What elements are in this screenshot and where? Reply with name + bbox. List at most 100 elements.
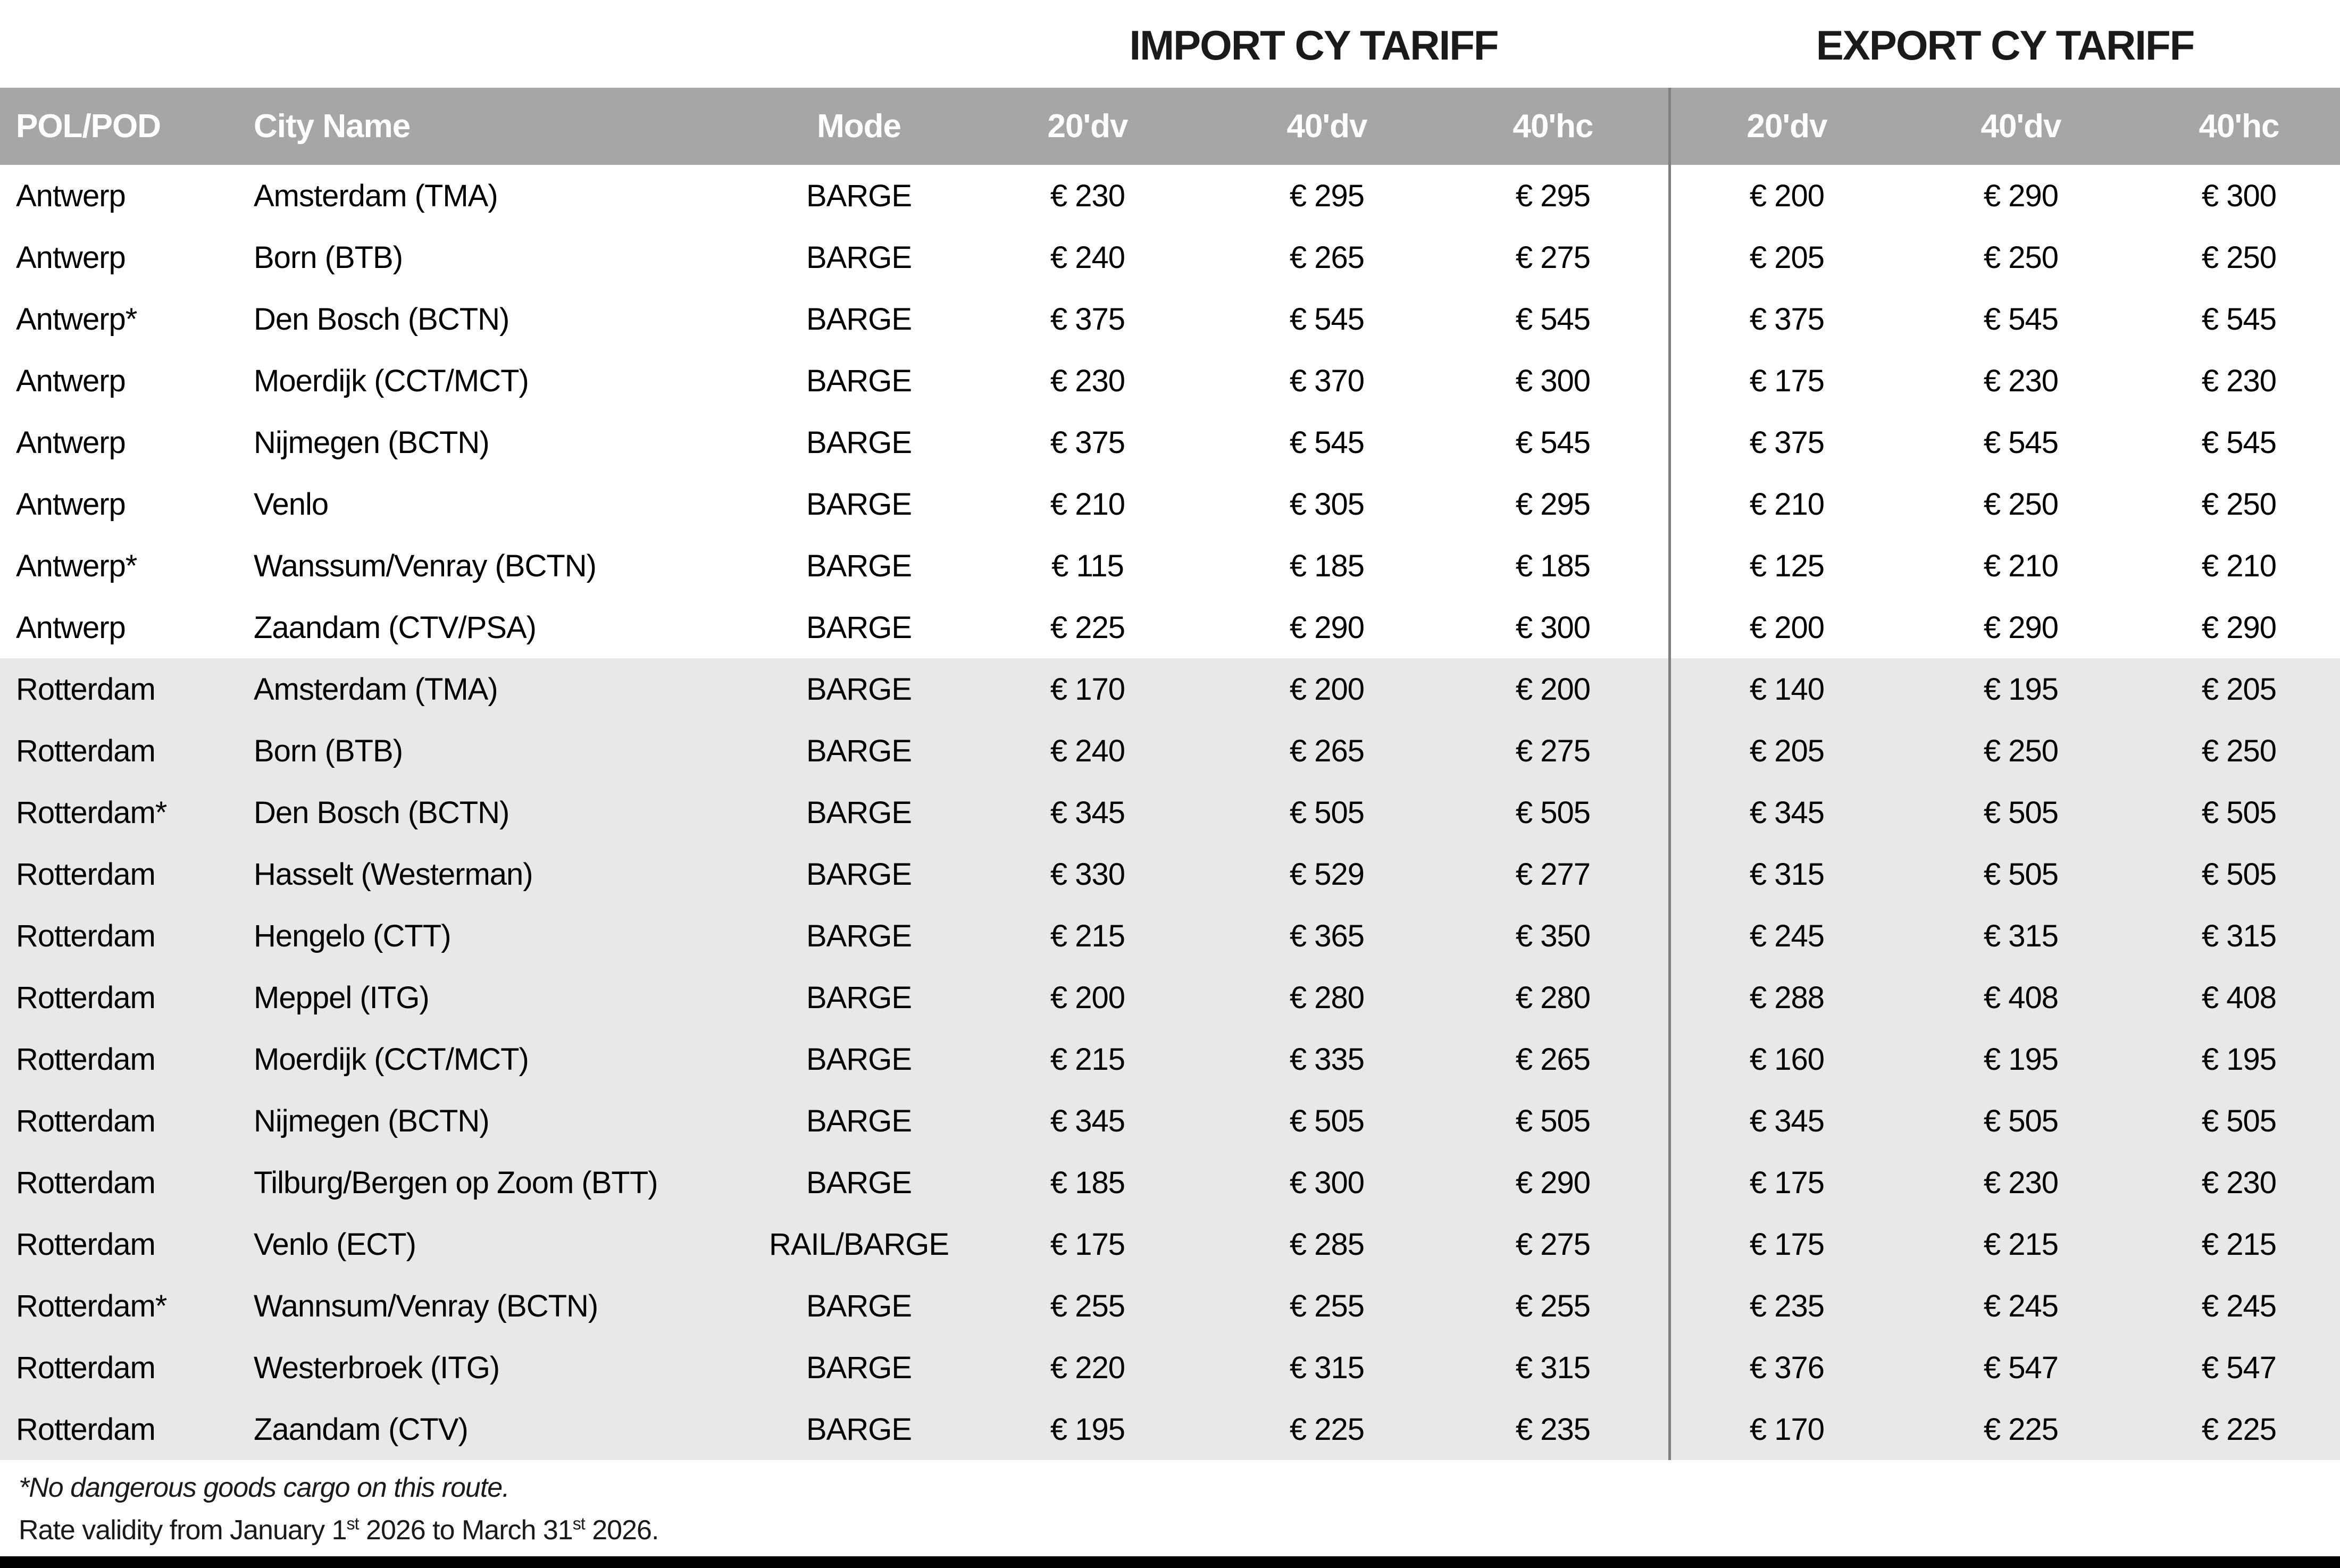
import-20dv-value: € 225 — [1050, 610, 1125, 645]
import-20dv-value: € 375 — [1050, 301, 1125, 337]
import-20dv-value: € 195 — [1050, 1412, 1125, 1447]
export-20dv-value: € 205 — [1749, 733, 1825, 768]
pol-pod-cell: Antwerp — [16, 425, 126, 460]
import-40hc-value: € 290 — [1515, 1165, 1591, 1200]
import-20dv-value: € 345 — [1050, 795, 1125, 830]
table-row: Rotterdam Nijmegen (BCTN) BARGE € 345 € 505 €… — [0, 1090, 2340, 1152]
export-40hc-value: € 215 — [2201, 1227, 2277, 1262]
import-40hc-value: € 505 — [1515, 1103, 1591, 1138]
export-20dv-value: € 235 — [1749, 1288, 1825, 1323]
table-row: Rotterdam Amsterdam (TMA) BARGE € 170 € 200 €… — [0, 658, 2340, 720]
export-20dv-value: € 245 — [1749, 918, 1825, 953]
mode-cell: BARGE — [806, 240, 912, 275]
import-40dv-value: € 290 — [1289, 610, 1365, 645]
import-40dv-value: € 505 — [1289, 1103, 1365, 1138]
import-40dv-value: € 225 — [1289, 1412, 1365, 1447]
import-40hc-value: € 255 — [1515, 1288, 1591, 1323]
import-20dv-value: € 115 — [1051, 548, 1124, 583]
export-20dv-value: € 175 — [1749, 1227, 1825, 1262]
export-40dv-value: € 195 — [1983, 672, 2059, 707]
table-row: Antwerp Venlo BARGE € 210 € 305 € 295 € 210 € 2… — [0, 473, 2340, 535]
import-40dv-value: € 255 — [1289, 1288, 1365, 1323]
table-row: Antwerp Nijmegen (BCTN) BARGE € 375 € 545 € 5… — [0, 412, 2340, 473]
export-20dv-value: € 200 — [1749, 178, 1825, 213]
import-20dv-value: € 200 — [1050, 980, 1125, 1015]
city-name-cell: Meppel (ITG) — [254, 980, 430, 1015]
city-name-cell: Moerdijk (CCT/MCT) — [254, 363, 529, 398]
city-name-cell: Amsterdam (TMA) — [254, 178, 498, 213]
export-40hc-value: € 505 — [2201, 795, 2277, 830]
import-20dv-value: € 240 — [1050, 240, 1125, 275]
city-name-cell: Venlo — [254, 487, 329, 522]
table-row: Rotterdam* Wannsum/Venray (BCTN) BARGE € 25… — [0, 1275, 2340, 1337]
city-name-cell: Amsterdam (TMA) — [254, 672, 498, 707]
import-40dv-value: € 200 — [1289, 672, 1365, 707]
table-row: Rotterdam Hasselt (Westerman) BARGE € 330 € … — [0, 843, 2340, 905]
import-40dv-value: € 529 — [1289, 857, 1365, 892]
export-40dv-value: € 250 — [1983, 240, 2059, 275]
city-name-cell: Born (BTB) — [254, 733, 403, 768]
export-40dv-value: € 505 — [1983, 857, 2059, 892]
table-row: Antwerp Amsterdam (TMA) BARGE € 230 € 295 € 2… — [0, 165, 2340, 227]
table-header-row: POL/POD City Name Mode 20'dv 40'dv 40'hc… — [0, 88, 2340, 165]
mode-cell: BARGE — [806, 980, 912, 1015]
mode-cell: BARGE — [806, 1350, 912, 1385]
header-export-40dv: 40'dv — [1980, 108, 2061, 145]
export-40dv-value: € 225 — [1983, 1412, 2059, 1447]
export-40hc-value: € 250 — [2201, 733, 2277, 768]
table-row: Antwerp Moerdijk (CCT/MCT) BARGE € 230 € 370… — [0, 350, 2340, 412]
export-40hc-value: € 230 — [2201, 1165, 2277, 1200]
export-40dv-value: € 547 — [1983, 1350, 2059, 1385]
export-40hc-value: € 225 — [2201, 1412, 2277, 1447]
table-row: Antwerp Born (BTB) BARGE € 240 € 265 € 275 € 2… — [0, 227, 2340, 288]
validity-superscript: st — [346, 1514, 360, 1533]
export-40hc-value: € 230 — [2201, 363, 2277, 398]
pol-pod-cell: Rotterdam — [16, 980, 156, 1015]
mode-cell: BARGE — [806, 487, 912, 522]
import-20dv-value: € 175 — [1050, 1227, 1125, 1262]
export-20dv-value: € 170 — [1749, 1412, 1825, 1447]
import-40hc-value: € 185 — [1515, 548, 1591, 583]
header-city-name: City Name — [254, 108, 411, 145]
export-20dv-value: € 315 — [1749, 857, 1825, 892]
rate-validity-note: Rate validity from January 1st 2026 to M… — [19, 1514, 659, 1546]
import-40dv-value: € 505 — [1289, 795, 1365, 830]
import-40dv-value: € 545 — [1289, 301, 1365, 337]
export-20dv-value: € 125 — [1749, 548, 1825, 583]
export-20dv-value: € 345 — [1749, 1103, 1825, 1138]
import-40hc-value: € 295 — [1515, 178, 1591, 213]
import-40hc-value: € 277 — [1515, 857, 1591, 892]
export-40dv-value: € 230 — [1983, 1165, 2059, 1200]
city-name-cell: Wanssum/Venray (BCTN) — [254, 548, 597, 583]
mode-cell: BARGE — [806, 1103, 912, 1138]
import-40dv-value: € 300 — [1289, 1165, 1365, 1200]
export-40hc-value: € 205 — [2201, 672, 2277, 707]
mode-cell: BARGE — [806, 363, 912, 398]
pol-pod-cell: Rotterdam* — [16, 795, 167, 830]
mode-cell: BARGE — [806, 1412, 912, 1447]
import-20dv-value: € 375 — [1050, 425, 1125, 460]
mode-cell: BARGE — [806, 610, 912, 645]
mode-cell: BARGE — [806, 1288, 912, 1323]
export-40hc-value: € 505 — [2201, 857, 2277, 892]
export-40hc-value: € 195 — [2201, 1042, 2277, 1077]
export-20dv-value: € 345 — [1749, 795, 1825, 830]
pol-pod-cell: Rotterdam — [16, 1103, 156, 1138]
table-row: Rotterdam Zaandam (CTV) BARGE € 195 € 225 € 2… — [0, 1398, 2340, 1460]
export-40hc-value: € 315 — [2201, 918, 2277, 953]
export-40hc-value: € 245 — [2201, 1288, 2277, 1323]
export-40dv-value: € 315 — [1983, 918, 2059, 953]
export-40dv-value: € 210 — [1983, 548, 2059, 583]
table-row: Antwerp Zaandam (CTV/PSA) BARGE € 225 € 290 €… — [0, 597, 2340, 658]
city-name-cell: Zaandam (CTV/PSA) — [254, 610, 537, 645]
city-name-cell: Westerbroek (ITG) — [254, 1350, 500, 1385]
header-import-20dv: 20'dv — [1047, 108, 1128, 145]
validity-text-part: Rate validity from January 1 — [19, 1515, 347, 1546]
pol-pod-cell: Antwerp* — [16, 548, 137, 583]
export-40dv-value: € 250 — [1983, 733, 2059, 768]
city-name-cell: Born (BTB) — [254, 240, 403, 275]
import-40hc-value: € 275 — [1515, 733, 1591, 768]
import-40hc-value: € 235 — [1515, 1412, 1591, 1447]
import-40hc-value: € 200 — [1515, 672, 1591, 707]
